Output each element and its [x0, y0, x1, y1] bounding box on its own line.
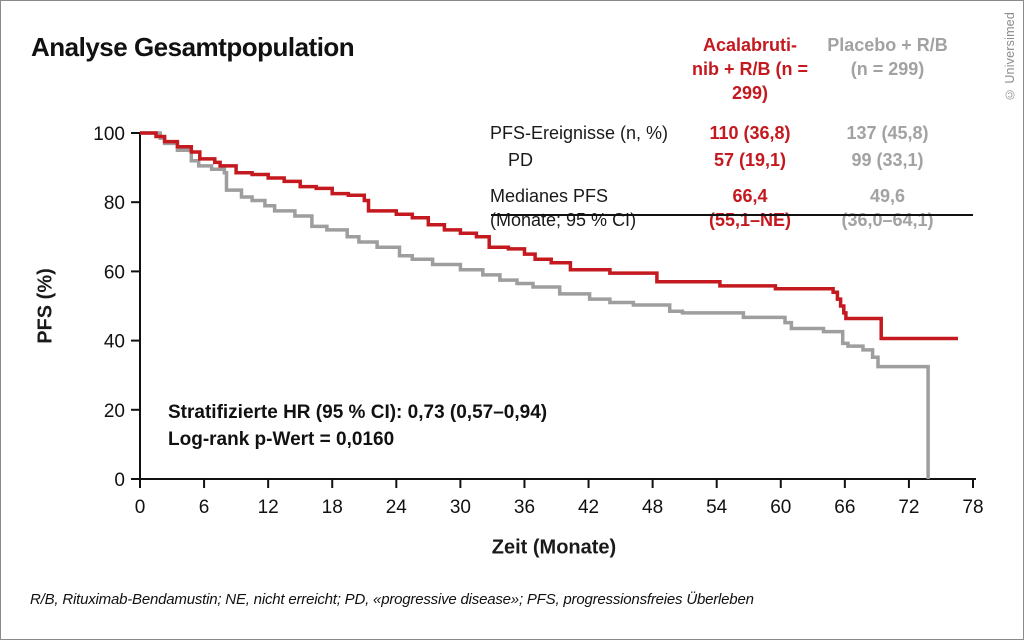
page-title: Analyse Gesamtpopulation [31, 32, 355, 62]
x-tick-label: 24 [386, 497, 408, 518]
table-row-pfs-events: PFS-Ereignisse (n, %) 110 (36,8) 137 (45… [490, 121, 960, 145]
table-row-pd: PD 57 (19,1) 99 (33,1) [490, 148, 960, 172]
x-tick-label: 18 [322, 497, 343, 518]
x-tick-label: 48 [642, 497, 663, 518]
y-tick-label: 60 [104, 262, 125, 283]
hr-annotation: Stratifizierte HR (95 % CI): 0,73 (0,57–… [168, 399, 547, 453]
table-divider [491, 214, 973, 216]
y-tick-label: 80 [104, 193, 125, 214]
x-tick-label: 60 [770, 497, 791, 518]
column-header-acala-line1: Acalabruti- [702, 35, 798, 55]
y-tick-label: 40 [104, 332, 125, 353]
x-tick-label: 36 [514, 497, 535, 518]
column-header-placebo-line1: Placebo + R/B [827, 35, 948, 55]
x-tick-label: 0 [135, 497, 146, 518]
pd-acala: 57 (19,1) [713, 150, 787, 170]
row-label-pfs-events: PFS-Ereignisse (n, %) [490, 123, 669, 143]
x-axis-title: Zeit (Monate) [491, 536, 617, 559]
column-header-acalabrutinib: Acalabruti- nib + R/B (n = 299) [680, 33, 820, 105]
column-header-acala-line2: nib + R/B (n = 299) [691, 59, 808, 103]
pfs-events-acala: 110 (36,8) [709, 123, 791, 143]
x-tick-label: 72 [898, 497, 919, 518]
summary-table: Acalabruti- nib + R/B (n = 299) Placebo … [490, 33, 960, 232]
median-label-line1: Medianes PFS [490, 186, 609, 206]
x-tick-label: 66 [834, 497, 855, 518]
km-curve-placebo-r-b [140, 131, 930, 479]
y-axis-title: PFS (%) [34, 268, 57, 344]
row-label-pd: PD [508, 150, 534, 170]
y-tick-label: 100 [93, 124, 125, 145]
pfs-events-placebo: 137 (45,8) [846, 123, 929, 143]
x-tick-label: 78 [962, 497, 983, 518]
y-tick-label: 0 [114, 470, 125, 491]
x-tick-label: 6 [199, 497, 210, 518]
summary-table-header: Acalabruti- nib + R/B (n = 299) Placebo … [490, 33, 960, 105]
median-acala-value: 66,4 [732, 186, 768, 206]
column-header-placebo: Placebo + R/B (n = 299) [820, 33, 955, 105]
hr-annotation-line2: Log-rank p-Wert = 0,0160 [168, 429, 395, 450]
x-tick-label: 30 [450, 497, 471, 518]
footnote-abbreviations: R/B, Rituximab-Bendamustin; NE, nicht er… [30, 591, 754, 608]
x-tick-label: 42 [578, 497, 599, 518]
x-tick-label: 54 [706, 497, 728, 518]
pd-placebo: 99 (33,1) [851, 150, 924, 170]
x-tick-label: 12 [258, 497, 279, 518]
y-tick-label: 20 [104, 401, 125, 422]
column-header-placebo-line2: (n = 299) [850, 59, 925, 79]
hr-annotation-line1: Stratifizierte HR (95 % CI): 0,73 (0,57–… [168, 402, 548, 423]
median-placebo-value: 49,6 [869, 186, 906, 206]
km-curve-acalabrutinib-r-b [140, 131, 958, 341]
